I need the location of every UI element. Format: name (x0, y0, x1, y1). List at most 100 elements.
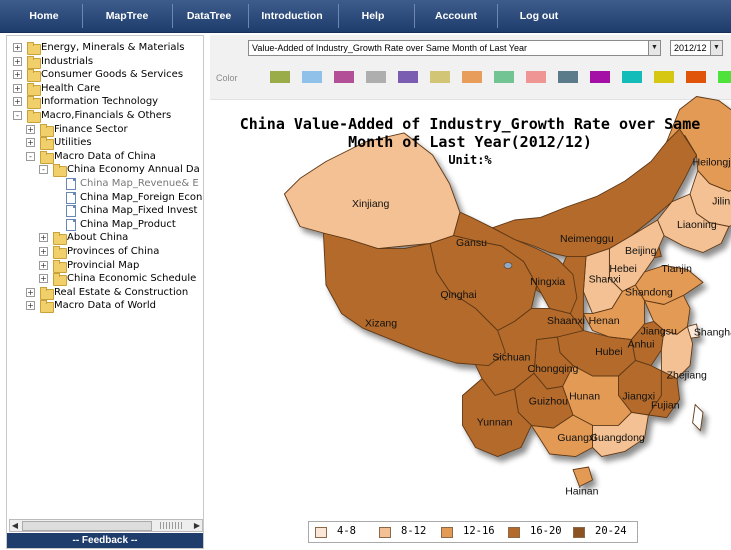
tree-item-label: Utilities (54, 137, 92, 149)
province-label: Shanxi (589, 273, 621, 285)
expand-icon[interactable]: + (39, 233, 48, 243)
folder-icon (53, 259, 67, 273)
period-select[interactable]: 2012/12 ▼ (670, 40, 723, 56)
color-swatch[interactable] (526, 71, 546, 83)
scroll-right-icon[interactable]: ▶ (193, 521, 201, 530)
expand-icon[interactable]: + (39, 247, 48, 256)
map-toolbar: Value-Added of Industry_Growth Rate over… (210, 35, 731, 100)
nav-maptree[interactable]: MapTree (105, 10, 149, 22)
province-xizang[interactable] (322, 232, 506, 367)
indicator-select[interactable]: Value-Added of Industry_Growth Rate over… (248, 40, 661, 56)
tree-item[interactable]: + Consumer Goods & Services (7, 68, 203, 83)
expand-icon[interactable]: + (13, 97, 22, 107)
tree-item-label: China Map_Product (80, 218, 176, 230)
tree-item-label: Real Estate & Construction (54, 286, 189, 298)
tree-item[interactable]: + About China (7, 231, 203, 246)
tree-item[interactable]: China Map_Product (7, 218, 203, 231)
color-swatch[interactable] (686, 71, 706, 83)
tree-item[interactable]: + Energy, Minerals & Materials (7, 41, 203, 55)
legend-swatch (315, 527, 327, 538)
tree-item[interactable]: + Macro Data of World (7, 299, 203, 314)
tree-item[interactable]: - China Economy Annual Da (7, 163, 203, 178)
expand-icon[interactable]: + (13, 83, 22, 93)
expand-icon[interactable]: + (26, 138, 35, 148)
province-label: Xinjiang (352, 198, 390, 210)
scroll-left-icon[interactable]: ◀ (11, 521, 19, 530)
tree-item[interactable]: + Finance Sector (7, 123, 203, 137)
tree-item[interactable]: China Map_Revenue& E (7, 177, 203, 190)
color-swatch[interactable] (590, 71, 610, 83)
china-map: Heilongjiang Jilin Liaoning Neimenggu Beijin… (283, 96, 731, 497)
expand-icon[interactable]: + (13, 70, 22, 80)
expand-icon[interactable]: + (26, 287, 35, 297)
tree-item[interactable]: China Map_Foreign Econ (7, 191, 203, 204)
tree-item[interactable]: + Provincial Map (7, 259, 203, 273)
chevron-down-icon[interactable]: ▼ (648, 41, 660, 55)
nav-home[interactable]: Home (29, 10, 59, 22)
color-swatch[interactable] (302, 71, 322, 83)
province-label: Heilongjiang (693, 156, 731, 168)
tree-item-label: Energy, Minerals & Materials (41, 42, 185, 53)
collapse-icon[interactable]: - (39, 165, 48, 175)
chevron-down-icon[interactable]: ▼ (710, 41, 722, 55)
nav-separator (338, 4, 339, 28)
color-swatch[interactable] (462, 71, 482, 83)
province-yunnan[interactable] (462, 378, 532, 458)
tree-item[interactable]: + Utilities (7, 136, 203, 151)
color-swatch[interactable] (622, 71, 642, 83)
tree-item[interactable]: - Macro,Financials & Others (7, 109, 203, 123)
province-label: Jiangsu (641, 325, 677, 337)
color-swatch[interactable] (718, 71, 731, 83)
tree-item-label: Finance Sector (54, 123, 128, 135)
color-swatch[interactable] (334, 71, 354, 83)
expand-icon[interactable]: + (13, 43, 22, 52)
color-swatch[interactable] (398, 71, 418, 83)
color-swatch[interactable] (366, 71, 386, 83)
province-zhejiang[interactable] (660, 326, 694, 380)
province-neimenggu[interactable] (491, 128, 697, 257)
province-label: Guizhou (529, 396, 568, 408)
nav-help[interactable]: Help (361, 10, 385, 22)
horizontal-scrollbar[interactable]: ◀ ▶ (9, 519, 203, 532)
color-swatch[interactable] (430, 71, 450, 83)
tree-item[interactable]: + China Economic Schedule (7, 272, 203, 287)
province-hainan[interactable] (572, 466, 593, 487)
color-swatch[interactable] (494, 71, 514, 83)
nav-account[interactable]: Account (435, 10, 477, 22)
province-label: Anhui (628, 338, 655, 350)
folder-icon (53, 246, 67, 259)
tree-item[interactable]: + Industrials (7, 55, 203, 69)
color-swatch[interactable] (558, 71, 578, 83)
province-heilongjiang[interactable] (666, 96, 731, 192)
tree-item[interactable]: + Information Technology (7, 95, 203, 110)
expand-icon[interactable]: + (26, 301, 35, 311)
province-label: Hubei (595, 346, 622, 358)
color-swatch[interactable] (270, 71, 290, 83)
document-icon (66, 205, 76, 218)
expand-icon[interactable]: + (39, 260, 48, 270)
expand-icon[interactable]: + (39, 274, 48, 284)
nav-logout[interactable]: Log out (519, 10, 559, 22)
province-fujian[interactable] (647, 370, 681, 419)
tree-item[interactable]: + Real Estate & Construction (7, 286, 203, 300)
province-label: Shaanxi (547, 315, 585, 327)
province-label: Jilin (712, 195, 730, 207)
province-label: Shandong (625, 286, 673, 298)
tree-item[interactable]: + Health Care (7, 82, 203, 96)
color-swatch[interactable] (654, 71, 674, 83)
tree-item[interactable]: China Map_Fixed Invest (7, 204, 203, 218)
nav-introduction[interactable]: Introduction (261, 10, 323, 22)
island-taiwan (692, 403, 704, 432)
province-xinjiang[interactable] (283, 132, 461, 250)
province-guangdong[interactable] (592, 411, 649, 458)
province-label: Ningxia (530, 276, 565, 288)
scrollbar-thumb[interactable] (22, 521, 152, 531)
collapse-icon[interactable]: - (26, 151, 35, 161)
expand-icon[interactable]: + (26, 124, 35, 134)
nav-datatree[interactable]: DataTree (186, 10, 232, 22)
collapse-icon[interactable]: - (13, 111, 22, 120)
feedback-button[interactable]: -- Feedback -- (7, 533, 203, 548)
tree-item[interactable]: - Macro Data of China (7, 150, 203, 164)
tree-item[interactable]: + Provinces of China (7, 245, 203, 259)
expand-icon[interactable]: + (13, 56, 22, 66)
